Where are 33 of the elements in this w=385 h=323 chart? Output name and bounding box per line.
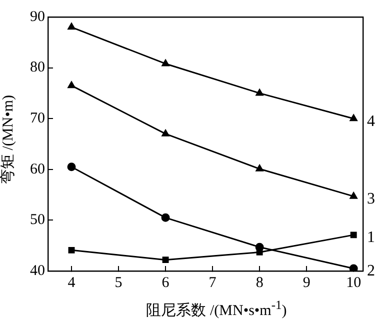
point bbox=[68, 246, 75, 254]
point bbox=[68, 81, 76, 88]
y-tick-label: 90 bbox=[30, 8, 45, 25]
series-label: 2 bbox=[367, 262, 375, 280]
y-tick-label: 70 bbox=[30, 110, 45, 127]
point bbox=[256, 164, 264, 172]
x-axis-title: 阻尼系数 /(MN•s•m$^{-1}$) bbox=[145, 298, 288, 320]
x-tick-label: 7 bbox=[208, 274, 217, 291]
y-tick-label: 50 bbox=[30, 212, 45, 228]
x-tick-label: 4 bbox=[68, 274, 76, 291]
y-tick-label: 40 bbox=[30, 262, 45, 279]
series-label: 3 bbox=[367, 190, 375, 208]
x-tick-label: 10 bbox=[346, 274, 362, 291]
x-tick-label: 6 bbox=[162, 274, 170, 291]
x-tick-label: 9 bbox=[302, 274, 310, 291]
point bbox=[162, 59, 170, 66]
series-label: 4 bbox=[367, 112, 375, 130]
point bbox=[256, 88, 264, 96]
point bbox=[350, 114, 358, 122]
point bbox=[67, 162, 76, 172]
x-tick-label: 5 bbox=[114, 274, 122, 291]
point bbox=[256, 248, 263, 256]
point bbox=[350, 232, 357, 238]
point bbox=[162, 256, 169, 264]
point bbox=[350, 192, 358, 199]
y-axis-title: 弯矩 /(MN•m) bbox=[0, 94, 18, 186]
x-tick-label: 8 bbox=[256, 274, 264, 291]
series-label: 1 bbox=[367, 229, 375, 246]
point bbox=[161, 213, 170, 222]
y-tick-label: 60 bbox=[30, 161, 45, 178]
point bbox=[162, 130, 170, 136]
point bbox=[68, 22, 76, 30]
y-tick-label: 80 bbox=[30, 60, 45, 76]
